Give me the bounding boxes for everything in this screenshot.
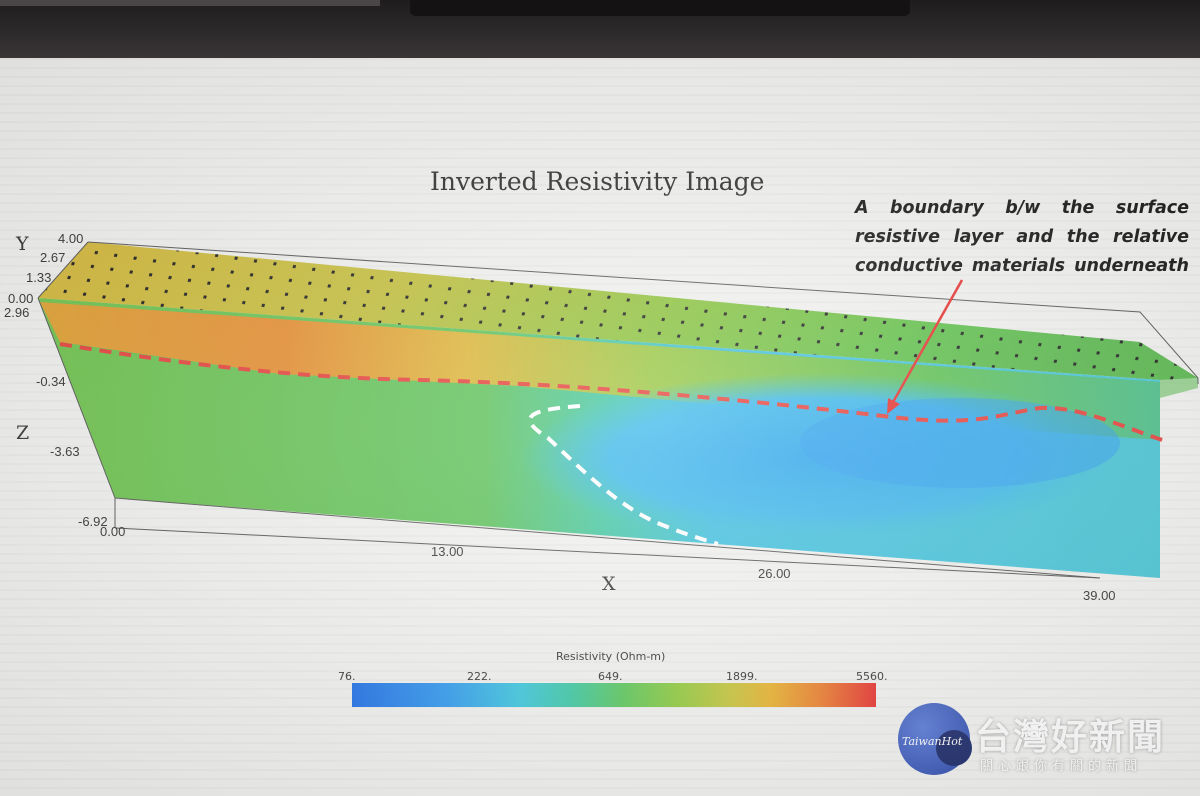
z-tick: -6.92 [78, 514, 108, 529]
projection-screen: Inverted Resistivity Image A boundary b/… [0, 58, 1200, 796]
x-tick: 0.00 [100, 524, 126, 539]
conductive-core [800, 398, 1120, 488]
monitor-bezel [0, 0, 1200, 60]
z-tick: 2.96 [4, 305, 30, 320]
x-tick: 13.00 [431, 544, 464, 559]
annotation-line: resistive layer and the relative [855, 227, 1189, 247]
colorbar-tick: 1899. [726, 670, 758, 683]
colorbar-tick: 76. [338, 670, 356, 683]
y-axis-name: Y [16, 233, 29, 255]
chart-title: Inverted Resistivity Image [430, 167, 765, 196]
annotation-line: conductive materials underneath [855, 256, 1189, 276]
z-tick: -3.63 [50, 444, 80, 459]
x-axis-name: X [602, 573, 616, 595]
watermark-name: 台灣好新聞 [975, 717, 1166, 758]
annotation-line: A boundary b/w the surface [855, 198, 1189, 218]
watermark-tagline: 關心跟你有關的新聞 [980, 759, 1143, 774]
bounding-box [37, 241, 1199, 579]
arrow-head [887, 398, 900, 414]
watermark-logo-text: TaiwanHot [902, 735, 963, 748]
colorbar-tick: 5560. [856, 670, 888, 683]
colorbar-title: Resistivity (Ohm-m) [556, 650, 666, 663]
watermark-logo-accent [936, 730, 972, 766]
block-right-face [1160, 378, 1198, 398]
annotation-arrow [890, 279, 964, 405]
resistivity-block-3d [37, 241, 1199, 579]
boundary-line-red [59, 342, 1169, 444]
colorbar-tick: 649. [598, 670, 623, 683]
y-tick: 2.67 [40, 250, 66, 265]
z-tick: -0.34 [36, 374, 66, 389]
bezel-edge [0, 0, 380, 6]
y-tick: 4.00 [58, 231, 84, 246]
colorbar-tick: 222. [467, 670, 492, 683]
y-tick: 1.33 [26, 270, 52, 285]
bezel-notch [410, 0, 910, 16]
z-axis-name: Z [16, 422, 30, 444]
electrode-grid [38, 242, 1198, 380]
annotation-text: A boundary b/w the surface resistive lay… [855, 194, 1189, 281]
boundary-line-white [528, 404, 719, 546]
x-tick: 39.00 [1083, 588, 1116, 603]
y-tick: 0.00 [8, 291, 34, 306]
colorbar [352, 683, 876, 707]
x-tick: 26.00 [758, 566, 791, 581]
